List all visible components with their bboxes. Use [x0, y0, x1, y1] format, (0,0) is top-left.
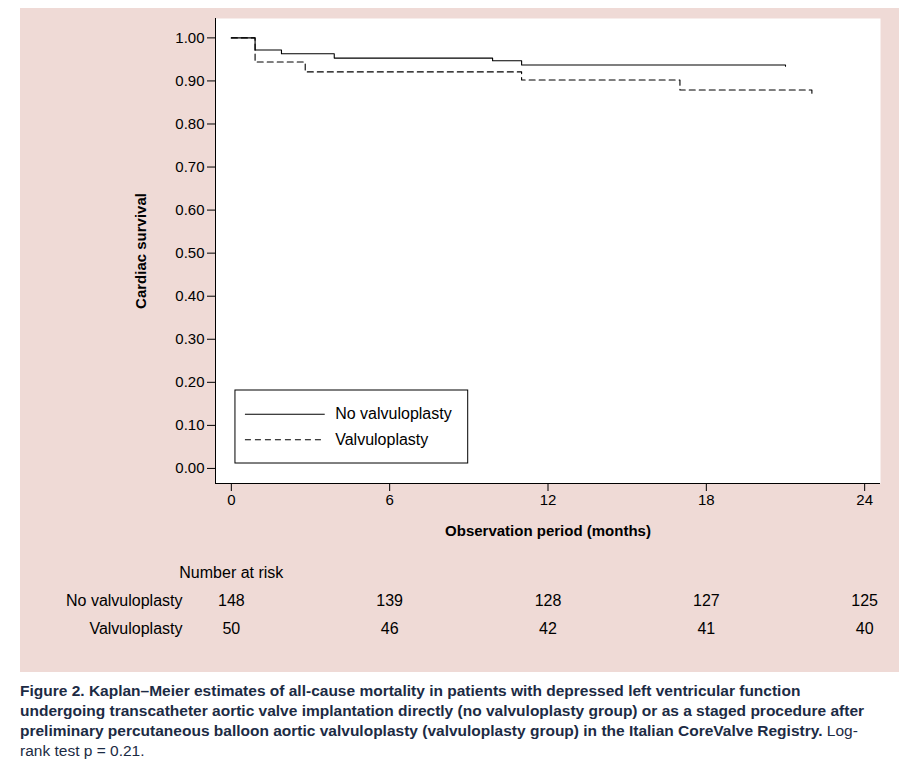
svg-text:40: 40 — [856, 620, 874, 637]
svg-text:Cardiac survival: Cardiac survival — [132, 193, 149, 309]
svg-text:0.00: 0.00 — [175, 459, 204, 476]
svg-text:24: 24 — [856, 491, 873, 508]
svg-text:0.90: 0.90 — [175, 72, 204, 89]
svg-text:0.80: 0.80 — [175, 115, 204, 132]
svg-text:41: 41 — [697, 620, 715, 637]
svg-text:Valvuloplasty: Valvuloplasty — [89, 620, 182, 637]
svg-text:148: 148 — [218, 592, 245, 609]
svg-text:0: 0 — [227, 491, 235, 508]
svg-text:0.30: 0.30 — [175, 330, 204, 347]
svg-text:128: 128 — [535, 592, 562, 609]
svg-text:Number at risk: Number at risk — [179, 564, 284, 581]
svg-text:127: 127 — [693, 592, 720, 609]
svg-text:1.00: 1.00 — [175, 29, 204, 46]
svg-text:6: 6 — [385, 491, 393, 508]
svg-text:0.40: 0.40 — [175, 287, 204, 304]
svg-text:0.50: 0.50 — [175, 244, 204, 261]
svg-text:12: 12 — [540, 491, 557, 508]
svg-text:18: 18 — [698, 491, 715, 508]
svg-text:50: 50 — [222, 620, 240, 637]
svg-text:42: 42 — [539, 620, 557, 637]
svg-text:0.60: 0.60 — [175, 201, 204, 218]
svg-text:No valvuloplasty: No valvuloplasty — [335, 405, 452, 422]
svg-text:0.20: 0.20 — [175, 373, 204, 390]
svg-text:No valvuloplasty: No valvuloplasty — [66, 592, 183, 609]
svg-text:46: 46 — [381, 620, 399, 637]
svg-text:139: 139 — [376, 592, 403, 609]
svg-text:0.70: 0.70 — [175, 158, 204, 175]
svg-text:Observation period (months): Observation period (months) — [445, 522, 651, 539]
svg-text:Valvuloplasty: Valvuloplasty — [335, 431, 428, 448]
html-text:Figure 2. Kaplan–Meier estimat: Figure 2. Kaplan–Meier estimates of all-… — [20, 682, 865, 759]
svg-text:0.10: 0.10 — [175, 416, 204, 433]
svg-text:125: 125 — [851, 592, 878, 609]
